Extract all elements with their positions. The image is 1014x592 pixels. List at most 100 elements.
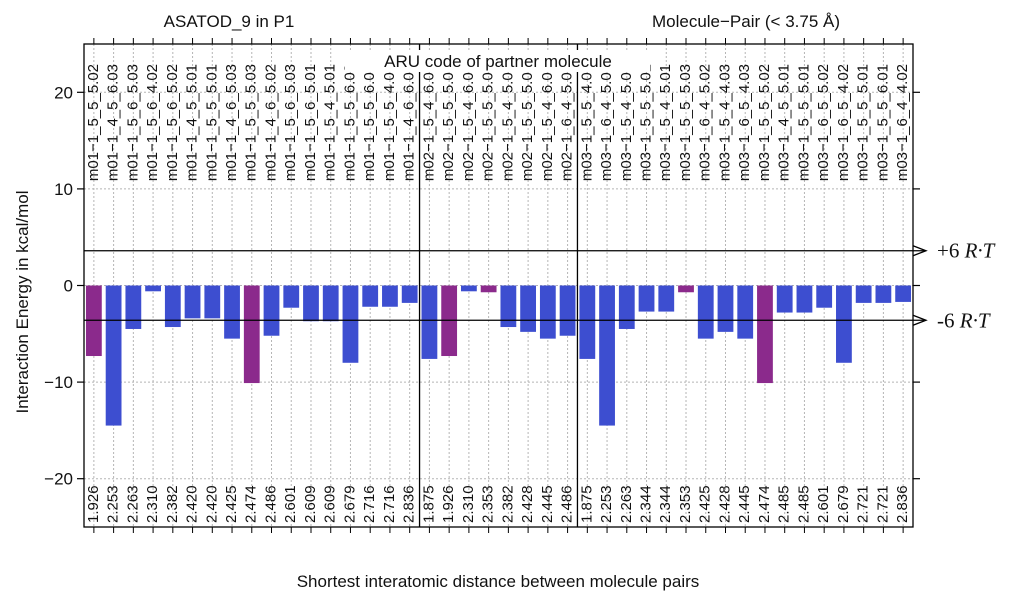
aru-code-label: m03−1_6_5_4.02: [835, 64, 852, 181]
aru-code-label: m01−1_4_5_6.03: [105, 64, 122, 181]
energy-bar: [283, 285, 300, 308]
distance-tick-label: 2.344: [657, 485, 674, 523]
right-panel-title: Molecule−Pair (< 3.75 Å): [652, 12, 840, 31]
reference-line-label: +6 R·T: [937, 239, 996, 263]
energy-bar: [125, 285, 142, 329]
reference-line-value: +6: [937, 239, 965, 263]
aru-code-label: m03−1_6_4_5.02: [697, 64, 714, 181]
energy-bar: [263, 285, 280, 336]
aru-code-label: m02−1_5_4_6.03: [539, 64, 556, 181]
distance-tick-label: 2.382: [499, 485, 516, 523]
aru-code-label: m03−1_6_4_5.02: [598, 64, 615, 181]
aru-code-label: m02−1_5_5_5.02: [519, 64, 536, 181]
aru-code-label: m03−1_5_4_4.03: [716, 64, 733, 181]
distance-tick-label: 2.310: [460, 485, 477, 523]
energy-bar: [204, 285, 221, 319]
distance-tick-labels: 1.926 2.253 2.263 2.310 2.382 2.420 2.420 2.425…: [85, 485, 911, 523]
aru-code-label: m02−1_5_5_5.03: [480, 64, 497, 181]
distance-tick-label: 1.926: [440, 485, 457, 523]
distance-tick-label: 2.485: [795, 485, 812, 523]
aru-code-label: m01−1_5_6_5.03: [282, 64, 299, 181]
distance-tick-label: 2.445: [539, 485, 556, 523]
energy-bar: [362, 285, 379, 307]
top-axis-label-background: [345, 50, 650, 72]
distance-tick-label: 2.609: [322, 485, 339, 523]
distance-tick-label: 2.836: [401, 485, 418, 523]
distance-tick-label: 2.420: [184, 485, 201, 523]
reference-line-labels: +6 R·T-6 R·T: [937, 239, 996, 333]
distance-tick-label: 2.420: [203, 485, 220, 523]
distance-tick-label: 2.310: [144, 485, 161, 523]
energy-bar: [638, 285, 655, 312]
aru-code-label: m02−1_5_4_5.02: [499, 64, 516, 181]
energy-bar: [184, 285, 201, 319]
energy-bar: [737, 285, 754, 339]
energy-bar: [776, 285, 793, 313]
reference-arrow-head: [912, 314, 928, 326]
distance-tick-label: 2.353: [677, 485, 694, 523]
distance-tick-label: 2.474: [756, 485, 773, 523]
y-tick-label: 0: [64, 277, 73, 296]
energy-bar: [579, 285, 596, 359]
energy-bar: [816, 285, 833, 308]
distance-tick-label: 2.609: [302, 485, 319, 523]
aru-code-labels: m01−1_5_5_5.02 m01−1_4_5_6.03 m01−1_5_6_5.…: [85, 64, 911, 181]
energy-bar: [243, 285, 260, 384]
y-tick-label: 20: [54, 83, 73, 102]
aru-code-label: m03−1_5_5_6.01: [874, 64, 891, 181]
top-axis-label: ARU code of partner molecule: [384, 52, 612, 71]
energy-bar: [303, 285, 319, 322]
distance-tick-label: 2.353: [480, 485, 497, 523]
x-axis-label: Shortest interatomic distance between mo…: [297, 572, 700, 591]
energy-bar: [145, 285, 161, 292]
distance-tick-label: 2.716: [361, 485, 378, 523]
reference-lines-layer: [84, 245, 928, 326]
distance-tick-label: 2.428: [519, 485, 536, 523]
aru-code-label: m03−1_5_5_5.01: [795, 64, 812, 181]
distance-tick-label: 2.486: [559, 485, 576, 523]
aru-code-label: m03−1_5_4_5.02: [618, 64, 635, 181]
distance-tick-label: 2.486: [262, 485, 279, 523]
aru-code-label: m01−1_5_5_5.01: [203, 64, 220, 181]
energy-bar: [717, 285, 734, 332]
aru-code-label: m01−1_5_6_5.02: [164, 64, 181, 181]
aru-code-label: m03−1_6_4_4.02: [894, 64, 911, 181]
energy-bar: [895, 285, 912, 302]
distance-tick-label: 1.926: [85, 485, 102, 523]
distance-tick-label: 2.601: [282, 485, 299, 523]
aru-code-label: m01−1_5_4_5.01: [322, 64, 339, 181]
energy-bar: [855, 285, 872, 303]
aru-code-label: m01−1_5_5_5.02: [85, 64, 102, 181]
energy-bar: [401, 285, 418, 303]
distance-tick-label: 2.445: [736, 485, 753, 523]
energy-bar: [836, 285, 852, 363]
energy-bar: [164, 285, 181, 328]
y-tick-label: −20: [44, 470, 73, 489]
energy-bar: [618, 285, 635, 329]
aru-code-label: m03−1_5_5_4.03: [578, 64, 595, 181]
distance-tick-label: 2.425: [223, 485, 240, 523]
aru-code-label: m01−1_4_5_5.01: [184, 64, 201, 181]
energy-bar: [678, 285, 694, 293]
distance-tick-label: 2.716: [381, 485, 398, 523]
y-axis-label: Interaction Energy in kcal/mol: [13, 191, 32, 414]
energy-bar: [875, 285, 892, 303]
y-tick-label: −10: [44, 373, 73, 392]
aru-code-label: m01−1_4_6_5.02: [262, 64, 279, 181]
energy-bar: [105, 285, 122, 426]
y-tick-label: 10: [54, 180, 73, 199]
aru-code-label: m02−1_5_5_5.02: [440, 64, 457, 181]
distance-tick-label: 2.428: [716, 485, 733, 523]
aru-code-label: m02−1_5_4_6.03: [420, 64, 437, 181]
energy-bar: [382, 285, 398, 307]
energy-bar: [520, 285, 537, 332]
energy-bar: [421, 285, 438, 359]
aru-code-label: m01−1_5_6_5.01: [302, 64, 319, 181]
energy-bar: [342, 285, 359, 363]
distance-tick-label: 2.344: [638, 485, 655, 523]
distance-tick-label: 2.425: [697, 485, 714, 523]
energy-bar: [796, 285, 813, 313]
aru-code-label: m01−1_4_6_6.03: [401, 64, 418, 181]
distance-tick-label: 2.253: [105, 485, 122, 523]
distance-tick-label: 2.679: [341, 485, 358, 523]
